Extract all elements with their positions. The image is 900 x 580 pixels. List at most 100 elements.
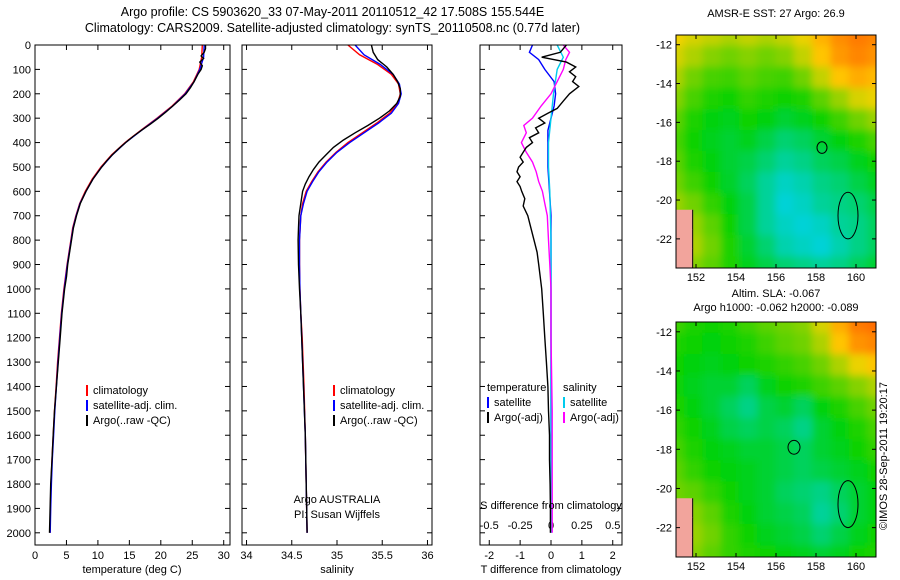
tick-label: 15 (123, 550, 135, 562)
tick-label: 34.5 (281, 550, 302, 562)
legend-label: climatology (93, 384, 149, 397)
tick-label: -18 (656, 444, 672, 456)
legend-line-satellite-clim (86, 400, 88, 411)
salinity-series-argo---raw--qc- (297, 45, 401, 533)
legend-label: satellite (570, 396, 608, 409)
legend-label: climatology (340, 384, 396, 397)
argo-australia-label: Argo AUSTRALIA (293, 494, 381, 506)
land-area (676, 517, 694, 538)
contour-line (837, 480, 859, 529)
tick-label: 600 (13, 186, 31, 198)
tick-label: 156 (767, 561, 785, 573)
tick-label: 1400 (7, 381, 31, 393)
tick-label: -16 (656, 117, 672, 129)
tick-label: 1700 (7, 455, 31, 467)
tick-label: -20 (656, 483, 672, 495)
legend-label: Argo(..raw -QC) (340, 414, 418, 427)
tick-label: -12 (656, 327, 672, 339)
tick-label: 200 (13, 89, 31, 101)
secondary-tick-label: -0.25 (508, 520, 533, 532)
legend-label: satellite-adj. clim. (340, 399, 425, 412)
salinity-panel: 34 34.5 35 35.5 36 (240, 44, 434, 562)
tick-label: 100 (13, 64, 31, 76)
temperature-series-satellite-adj--clim- (49, 45, 205, 533)
tick-label: 160 (847, 272, 865, 284)
legend-salinity: climatology satellite-adj. clim. Argo(..… (333, 383, 424, 428)
tick-label: 2000 (7, 528, 31, 540)
legend-line-satellite-t (487, 397, 489, 408)
legend-difference-temperature: temperature satellite Argo(-adj) (487, 380, 546, 425)
salinity-series-satellite-adj--clim- (298, 45, 402, 533)
tick-label: 800 (13, 235, 31, 247)
legend-item: climatology (333, 383, 424, 398)
tick-label: -2 (484, 550, 494, 562)
tick-label: 152 (687, 272, 705, 284)
contour-line (837, 191, 859, 240)
tick-label: 10 (92, 550, 104, 562)
tick-label: 1900 (7, 503, 31, 515)
land-area (676, 498, 694, 519)
sst_map-panel: 152 154 156 158 160 -12 -14 -16 -18 -20 -22 (656, 34, 877, 284)
legend-line-argo (333, 415, 335, 426)
legend-label: Argo(..raw -QC) (93, 414, 171, 427)
sla_map-panel: 152 154 156 158 160 -12 -14 -16 -18 -20 -22 (656, 321, 877, 573)
tick-label: 154 (727, 561, 745, 573)
difference-panel: -2 -1 0 1 2-0.5 -0.25 0 0.25 0.5 (479, 44, 623, 562)
difference-series-argo-s (520, 45, 571, 533)
page-title: Argo profile: CS 5903620_33 07-May-2011 … (120, 5, 545, 19)
legend-item: satellite-adj. clim. (333, 398, 424, 413)
legend-line-climatology (333, 385, 335, 396)
legend-line-satellite-s (563, 397, 565, 408)
tick-label: 158 (807, 561, 825, 573)
tick-label: 0 (548, 550, 554, 562)
sla-map-title-line2: Argo h1000: -0.062 h2000: -0.089 (693, 302, 859, 314)
legend-item: satellite (563, 395, 619, 410)
tick-label: 1600 (7, 430, 31, 442)
tick-label: 158 (807, 272, 825, 284)
tick-label: 5 (63, 550, 69, 562)
land-area (676, 537, 694, 557)
tick-label: 700 (13, 211, 31, 223)
tick-label: 20 (155, 550, 167, 562)
secondary-tick-label: -0.5 (480, 520, 499, 532)
tick-label: -14 (656, 79, 672, 91)
legend-group-header: temperature (487, 381, 547, 394)
tick-label: -1 (515, 550, 525, 562)
tick-label: 400 (13, 138, 31, 150)
legend-line-argo-t (487, 412, 489, 423)
tick-label: 300 (13, 113, 31, 125)
tick-label: 36 (421, 550, 433, 562)
imos-watermark: ©IMOS 28-Sep-2011 19:20:17 (878, 382, 890, 530)
tick-label: 1800 (7, 479, 31, 491)
legend-item: Argo(..raw -QC) (333, 413, 424, 428)
x-axis-label-temperature: temperature (deg C) (82, 564, 182, 576)
tick-label: -18 (656, 156, 672, 168)
contour-line (816, 141, 828, 154)
legend-label: Argo(-adj) (570, 411, 619, 424)
tick-label: -14 (656, 366, 672, 378)
legend-temperature: climatology satellite-adj. clim. Argo(..… (86, 383, 177, 428)
tick-label: 156 (767, 272, 785, 284)
tick-label: 34 (240, 550, 252, 562)
legend-label: Argo(-adj) (494, 411, 543, 424)
land-area (676, 229, 694, 250)
legend-item: satellite (487, 395, 546, 410)
tick-label: 900 (13, 260, 31, 272)
secondary-tick-label: 0.25 (571, 520, 592, 532)
legend-item: satellite-adj. clim. (86, 398, 177, 413)
tick-label: 1000 (7, 284, 31, 296)
tick-label: 0 (25, 40, 31, 52)
tick-label: 1500 (7, 406, 31, 418)
legend-label: satellite (494, 396, 532, 409)
tick-label: 35.5 (372, 550, 393, 562)
s-difference-label: S difference from climatology (480, 500, 622, 512)
tick-label: -16 (656, 405, 672, 417)
tick-label: 1300 (7, 357, 31, 369)
tick-label: 35 (331, 550, 343, 562)
tick-label: 160 (847, 561, 865, 573)
temperature-panel: 0 5 10 15 20 25 300100200300400500600700800900… (7, 40, 231, 562)
page-subtitle: Climatology: CARS2009. Satellite-adjuste… (84, 21, 581, 35)
tick-label: 152 (687, 561, 705, 573)
